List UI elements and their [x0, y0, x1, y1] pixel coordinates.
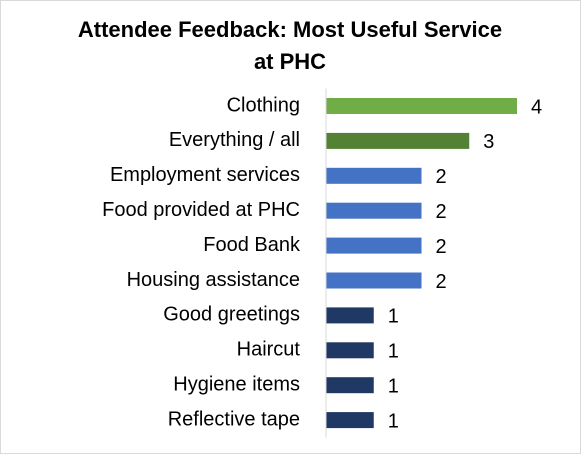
data-label: 1 [388, 375, 399, 397]
data-label: 3 [483, 131, 494, 153]
y-tick-label: Employment services [110, 164, 300, 186]
y-tick-label: Haircut [237, 339, 301, 361]
y-tick-label: Clothing [227, 94, 300, 116]
data-label: 2 [436, 201, 447, 223]
bar [326, 307, 374, 324]
chart-title: Attendee Feedback: Most Useful Service a… [77, 17, 503, 74]
bar [326, 342, 374, 359]
bar [326, 237, 422, 254]
data-label: 1 [388, 341, 399, 363]
data-label: 2 [436, 236, 447, 258]
data-label: 1 [388, 410, 399, 432]
y-tick-label: Everything / all [169, 129, 300, 151]
bar [326, 412, 374, 429]
data-label: 2 [436, 271, 447, 293]
bar [326, 167, 422, 184]
bar [326, 132, 470, 149]
y-tick-label: Food provided at PHC [102, 199, 300, 221]
bar [326, 377, 374, 394]
bar [326, 272, 422, 289]
bar [326, 202, 422, 219]
bar [326, 98, 517, 114]
y-tick-label: Good greetings [163, 304, 300, 326]
y-tick-label: Food Bank [203, 234, 301, 256]
data-label: 4 [531, 96, 542, 118]
y-tick-label: Reflective tape [168, 408, 300, 430]
y-tick-label: Hygiene items [173, 373, 300, 395]
data-label: 1 [388, 306, 399, 328]
y-tick-label: Housing assistance [127, 269, 300, 291]
data-label: 2 [436, 166, 447, 188]
